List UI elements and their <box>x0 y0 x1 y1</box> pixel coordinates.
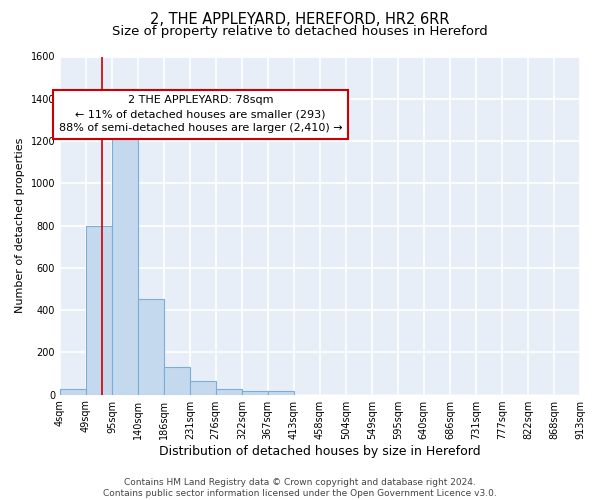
Bar <box>164 367 190 394</box>
Bar <box>60 390 86 394</box>
Bar <box>215 390 242 394</box>
Y-axis label: Number of detached properties: Number of detached properties <box>15 138 25 313</box>
Text: Contains HM Land Registry data © Crown copyright and database right 2024.
Contai: Contains HM Land Registry data © Crown c… <box>103 478 497 498</box>
Bar <box>86 226 112 394</box>
Bar <box>190 381 215 394</box>
X-axis label: Distribution of detached houses by size in Hereford: Distribution of detached houses by size … <box>159 444 481 458</box>
Text: 2 THE APPLEYARD: 78sqm
← 11% of detached houses are smaller (293)
88% of semi-de: 2 THE APPLEYARD: 78sqm ← 11% of detached… <box>59 96 342 134</box>
Bar <box>112 132 138 394</box>
Bar <box>268 392 294 394</box>
Bar <box>242 392 268 394</box>
Text: Size of property relative to detached houses in Hereford: Size of property relative to detached ho… <box>112 25 488 38</box>
Bar <box>138 300 164 394</box>
Text: 2, THE APPLEYARD, HEREFORD, HR2 6RR: 2, THE APPLEYARD, HEREFORD, HR2 6RR <box>150 12 450 28</box>
